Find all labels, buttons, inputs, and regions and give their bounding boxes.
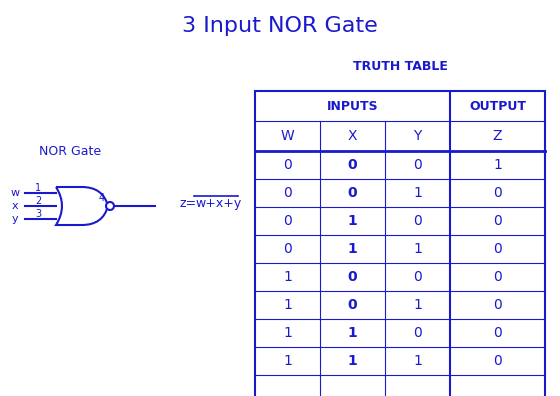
Circle shape <box>106 202 114 210</box>
Text: 0: 0 <box>348 270 357 284</box>
Text: 3: 3 <box>35 209 41 219</box>
Text: y: y <box>12 214 18 224</box>
Text: 0: 0 <box>283 186 292 200</box>
Text: OUTPUT: OUTPUT <box>469 99 526 112</box>
Text: TRUTH TABLE: TRUTH TABLE <box>353 59 447 72</box>
Text: 0: 0 <box>493 326 502 340</box>
Text: 2: 2 <box>35 196 41 206</box>
Text: 1: 1 <box>413 354 422 368</box>
Text: 0: 0 <box>413 158 422 172</box>
Text: 0: 0 <box>493 242 502 256</box>
Text: 1: 1 <box>348 242 357 256</box>
Text: z=: z= <box>180 196 197 209</box>
Text: 0: 0 <box>413 326 422 340</box>
Text: INPUTS: INPUTS <box>326 99 379 112</box>
Text: w: w <box>11 188 20 198</box>
Text: 0: 0 <box>493 214 502 228</box>
Text: 1: 1 <box>283 354 292 368</box>
Text: 0: 0 <box>493 298 502 312</box>
Text: 1: 1 <box>283 326 292 340</box>
Text: w+x+y: w+x+y <box>195 196 241 209</box>
Text: 1: 1 <box>35 183 41 193</box>
Text: 0: 0 <box>283 214 292 228</box>
Text: W: W <box>281 129 295 143</box>
Text: 0: 0 <box>348 158 357 172</box>
Text: 0: 0 <box>283 158 292 172</box>
Text: 4: 4 <box>99 193 105 203</box>
Text: 0: 0 <box>413 270 422 284</box>
Text: 0: 0 <box>348 186 357 200</box>
Text: NOR Gate: NOR Gate <box>39 145 101 158</box>
Text: 1: 1 <box>413 298 422 312</box>
Text: 0: 0 <box>413 214 422 228</box>
Text: 1: 1 <box>283 270 292 284</box>
Text: 0: 0 <box>493 354 502 368</box>
Text: 3 Input NOR Gate: 3 Input NOR Gate <box>182 16 378 36</box>
Text: 1: 1 <box>348 354 357 368</box>
Text: Z: Z <box>493 129 502 143</box>
Text: x: x <box>12 201 18 211</box>
Text: Y: Y <box>413 129 422 143</box>
Text: 1: 1 <box>348 214 357 228</box>
Text: 0: 0 <box>283 242 292 256</box>
Text: X: X <box>348 129 357 143</box>
Text: 0: 0 <box>348 298 357 312</box>
Text: 1: 1 <box>493 158 502 172</box>
Text: 1: 1 <box>413 242 422 256</box>
Text: 1: 1 <box>413 186 422 200</box>
Text: 1: 1 <box>348 326 357 340</box>
Text: 1: 1 <box>283 298 292 312</box>
Text: 0: 0 <box>493 186 502 200</box>
Text: 0: 0 <box>493 270 502 284</box>
